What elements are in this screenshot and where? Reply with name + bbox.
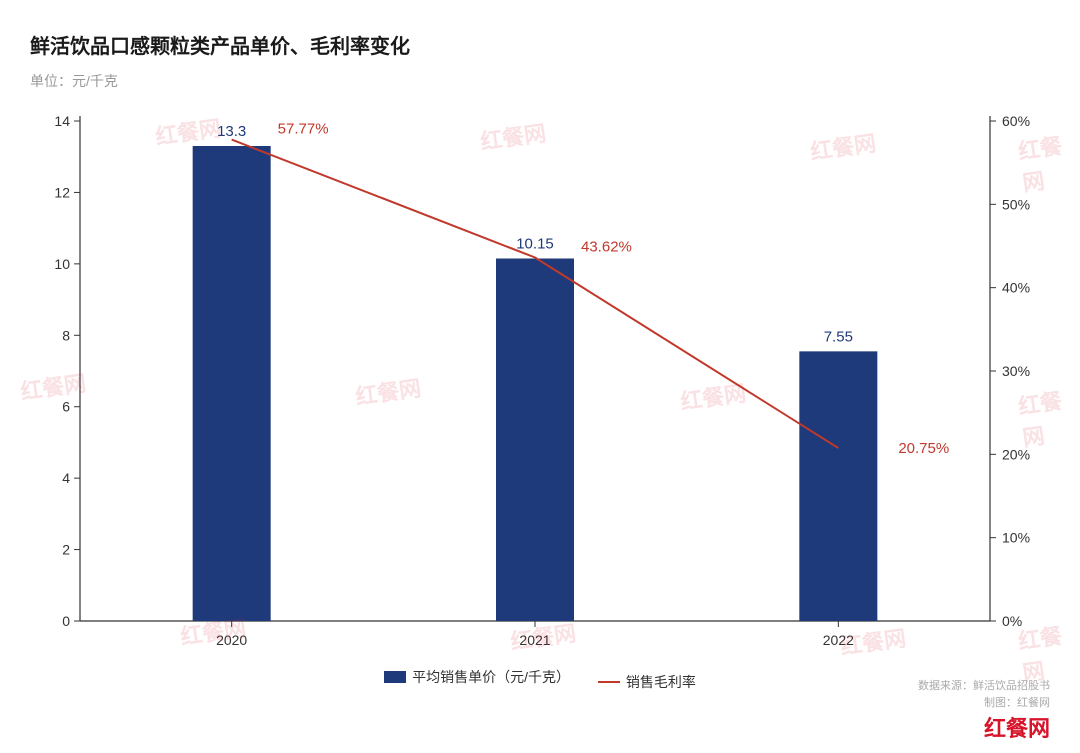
y-right-tick: 60% (1002, 113, 1030, 129)
y-left-tick: 14 (54, 113, 70, 129)
y-right-tick: 30% (1002, 363, 1030, 379)
x-category: 2021 (519, 632, 550, 648)
x-category: 2022 (823, 632, 854, 648)
line-label: 57.77% (278, 121, 329, 138)
y-left-tick: 0 (62, 613, 70, 629)
chart-subtitle: 单位：元/千克 (30, 71, 1050, 91)
footer: 数据来源：鲜活饮品招股书 制图：红餐网 红餐网 (918, 678, 1050, 743)
y-left-tick: 2 (62, 542, 70, 558)
bar-label: 7.55 (824, 328, 853, 345)
bar-label: 13.3 (217, 123, 246, 140)
line-swatch-icon (598, 681, 620, 683)
y-left-tick: 4 (62, 470, 70, 486)
x-category: 2020 (216, 632, 247, 648)
brand-logo: 红餐网 (984, 711, 1050, 743)
line-label: 20.75% (898, 440, 949, 457)
bar (496, 259, 574, 622)
bar (799, 351, 877, 621)
chart-area: 0 2 4 6 8 10 12 14 0% 10% 20% 30% 40% 50% 60% 13.3 10.15… (30, 101, 1050, 661)
line-label: 43.62% (581, 239, 632, 256)
y-right-tick: 0% (1002, 613, 1022, 629)
footer-credit: 制图：红餐网 (918, 695, 1050, 712)
legend-bar-label: 平均销售单价（元/千克） (412, 667, 570, 687)
legend-line-label: 销售毛利率 (626, 672, 696, 692)
bar-label: 10.15 (516, 236, 554, 253)
chart-svg: 0 2 4 6 8 10 12 14 0% 10% 20% 30% 40% 50% 60% 13.3 10.15… (30, 101, 1050, 661)
y-right-tick: 50% (1002, 196, 1030, 212)
footer-source: 数据来源：鲜活饮品招股书 (918, 678, 1050, 695)
y-right-tick: 10% (1002, 530, 1030, 546)
legend: 平均销售单价（元/千克） 销售毛利率 (30, 667, 1050, 692)
legend-line: 销售毛利率 (598, 672, 696, 692)
y-left-tick: 8 (62, 327, 70, 343)
y-left-tick: 10 (54, 256, 70, 272)
bar (193, 146, 271, 621)
y-right-tick: 40% (1002, 280, 1030, 296)
legend-bar: 平均销售单价（元/千克） (384, 667, 570, 687)
y-right-tick: 20% (1002, 446, 1030, 462)
y-left-tick: 6 (62, 399, 70, 415)
chart-title: 鲜活饮品口感颗粒类产品单价、毛利率变化 (30, 30, 1050, 59)
y-left-tick: 12 (54, 184, 70, 200)
bar-swatch-icon (384, 671, 406, 683)
